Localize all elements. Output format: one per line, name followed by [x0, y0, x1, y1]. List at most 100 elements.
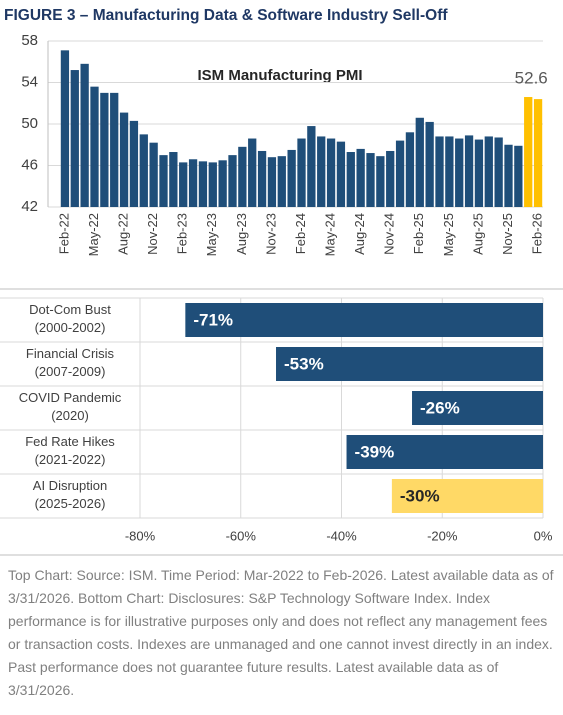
bar: [474, 139, 484, 207]
bar: [277, 156, 286, 207]
bar: [149, 142, 158, 207]
figure-title: FIGURE 3 – Manufacturing Data & Software…: [4, 7, 448, 24]
bar: [179, 162, 188, 207]
bar: [257, 150, 267, 207]
bar: [533, 99, 543, 207]
x-tick-label: Feb-25: [411, 213, 426, 254]
bar: [484, 136, 493, 207]
bar: [208, 162, 217, 207]
x-tick-label: Aug-25: [470, 213, 485, 255]
bar: [415, 117, 424, 207]
x-tick-label: Nov-24: [382, 213, 397, 255]
x-tick-label: May-24: [323, 213, 338, 256]
x-tick-label: -40%: [326, 528, 357, 543]
bar: [425, 121, 434, 207]
category-line: (2020): [51, 408, 89, 423]
x-tick-label: Feb-24: [293, 213, 308, 254]
category-line: (2007-2009): [35, 364, 106, 379]
bar: [110, 92, 119, 207]
y-tick-label: 42: [21, 198, 38, 215]
bar: [287, 149, 296, 207]
bar: [386, 150, 395, 207]
category-label: Fed Rate Hikes (2021-2022): [25, 434, 115, 467]
bar: [524, 97, 533, 207]
category-line: Financial Crisis: [26, 346, 115, 361]
bar: [504, 144, 513, 207]
bar: [391, 479, 543, 513]
x-tick-label: Feb-23: [175, 213, 190, 254]
x-tick-label: -20%: [427, 528, 458, 543]
bar: [376, 156, 385, 207]
x-tick-label: May-22: [86, 213, 101, 256]
category-line: (2025-2026): [35, 496, 106, 511]
category-line: Dot-Com Bust: [29, 302, 111, 317]
x-tick-label: Aug-24: [352, 213, 367, 255]
bar: [307, 126, 316, 207]
x-tick-label: -60%: [226, 528, 257, 543]
chart-title: ISM Manufacturing PMI: [198, 67, 363, 84]
category-line: (2021-2022): [35, 452, 106, 467]
bar: [129, 120, 139, 207]
bar: [159, 155, 168, 207]
data-label: -71%: [193, 310, 233, 329]
bar: [405, 132, 415, 207]
bar: [395, 140, 405, 207]
x-tick-label: Aug-23: [234, 213, 249, 255]
data-label: -39%: [355, 442, 395, 461]
bar: [139, 134, 148, 207]
x-tick-label: 0%: [534, 528, 553, 543]
y-tick-label: 54: [21, 73, 38, 90]
bar: [435, 136, 444, 207]
bar: [60, 50, 70, 208]
x-tick-label: Nov-22: [145, 213, 160, 255]
category-line: COVID Pandemic: [19, 390, 122, 405]
data-label: -30%: [400, 486, 440, 505]
bar: [366, 153, 375, 207]
bar: [267, 157, 277, 207]
bar: [346, 152, 355, 207]
bar: [70, 70, 79, 207]
bar: [185, 303, 543, 337]
bar: [119, 112, 129, 207]
category-label: AI Disruption (2025-2026): [33, 478, 107, 511]
bar: [218, 160, 227, 207]
bar: [248, 138, 257, 207]
bar: [238, 146, 247, 207]
bar: [356, 148, 365, 207]
x-tick-label: Nov-23: [263, 213, 278, 255]
bar: [336, 141, 346, 207]
bar: [346, 435, 543, 469]
x-tick-label: Nov-25: [500, 213, 515, 255]
bar: [445, 136, 454, 207]
data-label: 52.6: [515, 69, 548, 88]
category-label: Dot-Com Bust (2000-2002): [29, 302, 111, 335]
bar: [188, 159, 198, 207]
bar: [228, 155, 237, 207]
x-tick-label: -80%: [125, 528, 156, 543]
category-line: (2000-2002): [35, 320, 106, 335]
x-tick-label: Aug-22: [116, 213, 131, 255]
bar: [326, 138, 336, 207]
bar: [317, 136, 326, 207]
data-label: -26%: [420, 398, 460, 417]
bar: [464, 135, 474, 207]
bar: [494, 137, 503, 207]
y-tick-label: 58: [21, 32, 38, 49]
y-tick-label: 46: [21, 156, 38, 173]
bar: [198, 161, 208, 207]
y-tick-label: 50: [21, 115, 38, 132]
bar: [169, 152, 178, 207]
category-line: Fed Rate Hikes: [25, 434, 115, 449]
bar: [90, 86, 99, 207]
bar: [455, 138, 464, 207]
bar: [80, 63, 89, 208]
chart: FIGURE 3 – Manufacturing Data & Software…: [0, 7, 563, 556]
bar: [514, 145, 523, 207]
bar: [297, 138, 306, 207]
category-label: COVID Pandemic (2020): [19, 390, 122, 423]
x-tick-label: May-23: [204, 213, 219, 256]
category-line: AI Disruption: [33, 478, 107, 493]
x-tick-label: Feb-26: [530, 213, 545, 254]
footnote: Top Chart: Source: ISM. Time Period: Mar…: [8, 567, 554, 698]
bar: [100, 92, 109, 207]
